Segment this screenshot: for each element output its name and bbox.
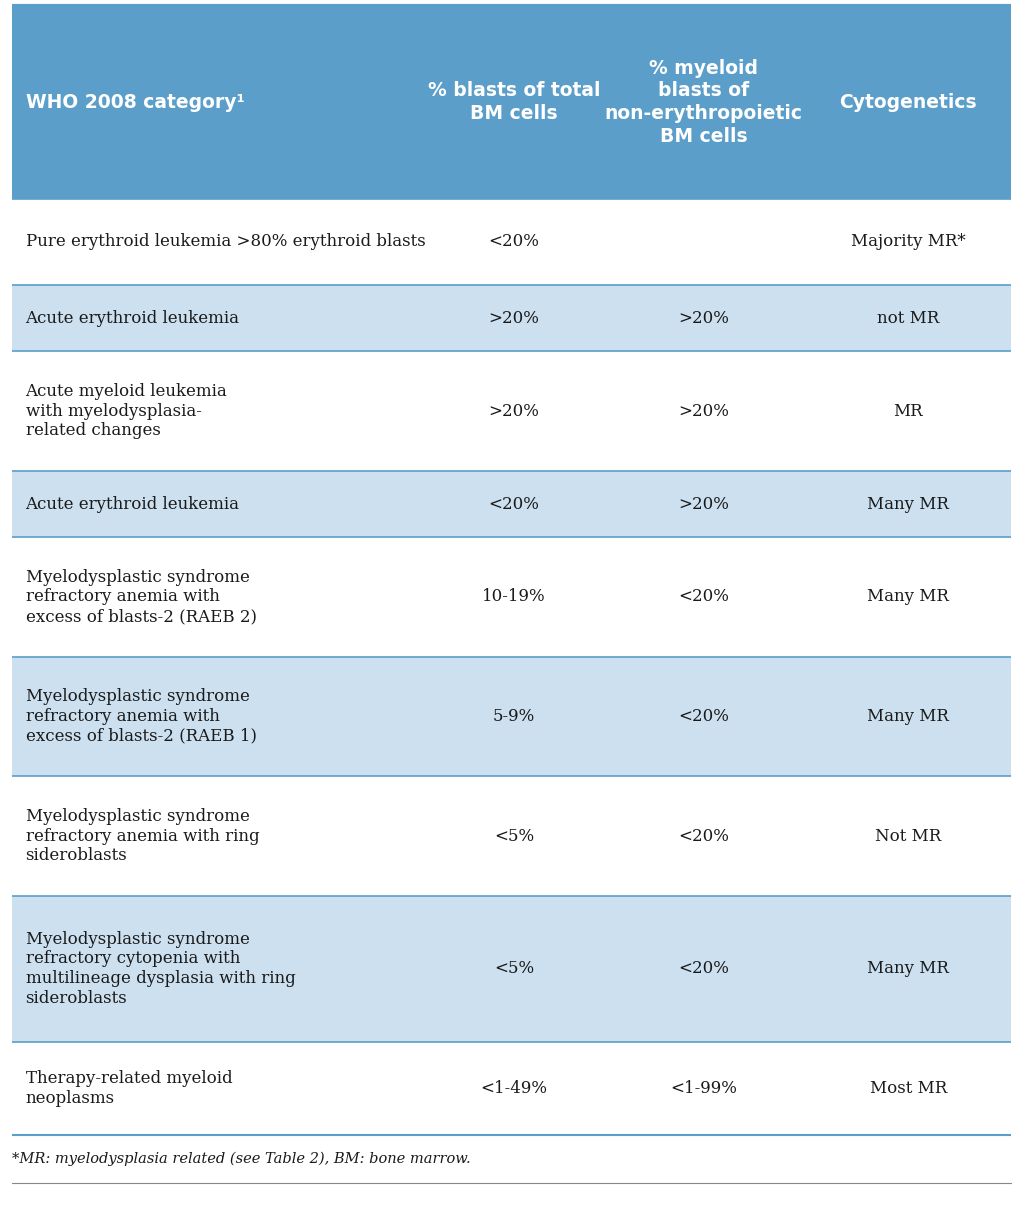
Text: not MR: not MR <box>878 310 939 327</box>
Text: 10-19%: 10-19% <box>482 589 546 605</box>
Text: >20%: >20% <box>489 403 539 420</box>
Text: Cytogenetics: Cytogenetics <box>840 93 977 112</box>
Text: Not MR: Not MR <box>876 827 941 844</box>
Text: MR: MR <box>893 403 923 420</box>
Text: Therapy-related myeloid
neoplasms: Therapy-related myeloid neoplasms <box>26 1070 232 1107</box>
Text: <20%: <20% <box>489 496 539 513</box>
Text: Myelodysplastic syndrome
refractory anemia with
excess of blasts-2 (RAEB 1): Myelodysplastic syndrome refractory anem… <box>26 689 257 744</box>
Text: *MR: myelodysplasia related (see Table 2), BM: bone marrow.: *MR: myelodysplasia related (see Table 2… <box>12 1152 471 1166</box>
Text: Pure erythroid leukemia >80% erythroid blasts: Pure erythroid leukemia >80% erythroid b… <box>26 233 426 250</box>
Text: >20%: >20% <box>678 496 729 513</box>
Text: >20%: >20% <box>489 310 539 327</box>
Text: Majority MR*: Majority MR* <box>851 233 966 250</box>
Text: <5%: <5% <box>494 960 534 977</box>
Text: <20%: <20% <box>678 589 729 605</box>
Text: Many MR: Many MR <box>868 708 949 725</box>
Text: Many MR: Many MR <box>868 496 949 513</box>
Text: WHO 2008 category¹: WHO 2008 category¹ <box>26 93 244 112</box>
Bar <box>12 6 1011 199</box>
Text: Myelodysplastic syndrome
refractory cytopenia with
multilineage dysplasia with r: Myelodysplastic syndrome refractory cyto… <box>26 931 296 1007</box>
Bar <box>12 777 1011 896</box>
Bar <box>12 537 1011 657</box>
Bar <box>12 285 1011 351</box>
Text: Acute myeloid leukemia
with myelodysplasia-
related changes: Acute myeloid leukemia with myelodysplas… <box>26 384 227 439</box>
Text: >20%: >20% <box>678 403 729 420</box>
Text: Many MR: Many MR <box>868 960 949 977</box>
Bar <box>12 351 1011 470</box>
Text: Myelodysplastic syndrome
refractory anemia with ring
sideroblasts: Myelodysplastic syndrome refractory anem… <box>26 808 259 865</box>
Text: <1-49%: <1-49% <box>481 1079 547 1096</box>
Bar <box>12 199 1011 285</box>
Text: 5-9%: 5-9% <box>493 708 535 725</box>
Text: % myeloid
blasts of
non-erythropoietic
BM cells: % myeloid blasts of non-erythropoietic B… <box>605 59 803 146</box>
Bar <box>12 657 1011 777</box>
Text: <20%: <20% <box>489 233 539 250</box>
Text: <1-99%: <1-99% <box>670 1079 738 1096</box>
Text: Many MR: Many MR <box>868 589 949 605</box>
Text: Myelodysplastic syndrome
refractory anemia with
excess of blasts-2 (RAEB 2): Myelodysplastic syndrome refractory anem… <box>26 569 257 625</box>
Text: <20%: <20% <box>678 827 729 844</box>
Text: Acute erythroid leukemia: Acute erythroid leukemia <box>26 310 239 327</box>
Text: <5%: <5% <box>494 827 534 844</box>
Text: Most MR: Most MR <box>870 1079 947 1096</box>
Text: Acute erythroid leukemia: Acute erythroid leukemia <box>26 496 239 513</box>
Text: <20%: <20% <box>678 708 729 725</box>
Text: <20%: <20% <box>678 960 729 977</box>
Bar <box>12 896 1011 1042</box>
Bar <box>12 470 1011 537</box>
Text: >20%: >20% <box>678 310 729 327</box>
Text: % blasts of total
BM cells: % blasts of total BM cells <box>428 82 601 123</box>
Bar <box>12 1042 1011 1135</box>
